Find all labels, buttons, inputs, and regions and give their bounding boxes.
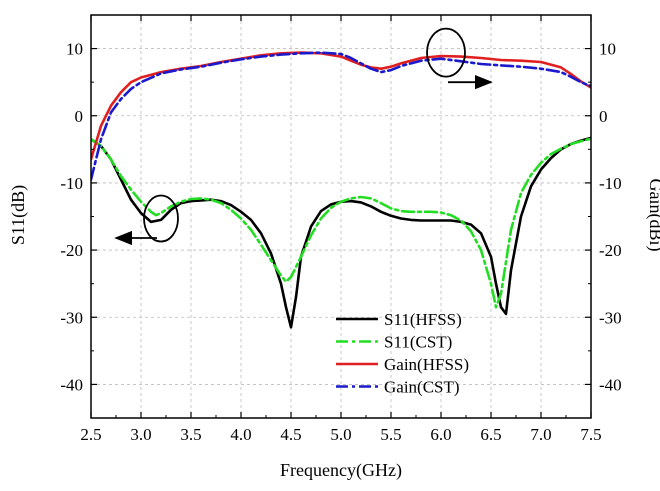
- series-line-s11-cst: [91, 137, 591, 309]
- legend-label: Gain(HFSS): [384, 355, 469, 374]
- x-tick-label: 7.0: [530, 425, 551, 444]
- legend-label: Gain(CST): [384, 378, 460, 397]
- y-tick-label-left: -20: [60, 241, 83, 260]
- series-line-gain-hfss: [91, 51, 591, 161]
- y-tick-label-left: -10: [60, 174, 83, 193]
- y-tick-label-right: -40: [599, 375, 622, 394]
- x-tick-label: 6.0: [430, 425, 451, 444]
- x-axis-label: Frequency(GHz): [280, 460, 402, 481]
- annotations: [114, 27, 493, 246]
- x-tick-label: 7.5: [580, 425, 601, 444]
- y-tick-label-left: -30: [60, 308, 83, 327]
- legend: S11(HFSS) S11(CST) Gain(HFSS) Gain(CST): [336, 310, 469, 397]
- x-tick-label: 4.5: [280, 425, 301, 444]
- x-tick-label: 3.5: [180, 425, 201, 444]
- annotation-ellipse-s11: [143, 194, 179, 243]
- y-tick-label-left: 10: [66, 40, 83, 59]
- y-axis-label-right: Gain(dBi): [645, 179, 660, 252]
- y-tick-label-right: -10: [599, 174, 622, 193]
- x-tick-label: 4.0: [230, 425, 251, 444]
- y-tick-label-right: -20: [599, 241, 622, 260]
- x-tick-label: 5.5: [380, 425, 401, 444]
- ticks: 2.5 3.0 3.5 4.0 4.5 5.0 5.5 6.0 6.5 7.0 7.5 10 10 0 0 -…: [60, 15, 622, 444]
- x-tick-label: 5.0: [330, 425, 351, 444]
- y-tick-label-left: 0: [75, 107, 84, 126]
- x-tick-label: 3.0: [130, 425, 151, 444]
- y-tick-label-left: -40: [60, 375, 83, 394]
- legend-label: S11(CST): [384, 333, 452, 352]
- x-tick-label: 2.5: [80, 425, 101, 444]
- y-axis-label-left: S11(dB): [8, 185, 29, 245]
- series-line-gain-cst: [91, 51, 591, 181]
- x-tick-label: 6.5: [480, 425, 501, 444]
- y-tick-label-right: 10: [599, 40, 616, 59]
- y-tick-label-right: -30: [599, 308, 622, 327]
- y-tick-label-right: 0: [599, 107, 608, 126]
- annotation-ellipse-gain: [426, 27, 466, 78]
- legend-label: S11(HFSS): [384, 310, 462, 329]
- series-group: [91, 51, 591, 329]
